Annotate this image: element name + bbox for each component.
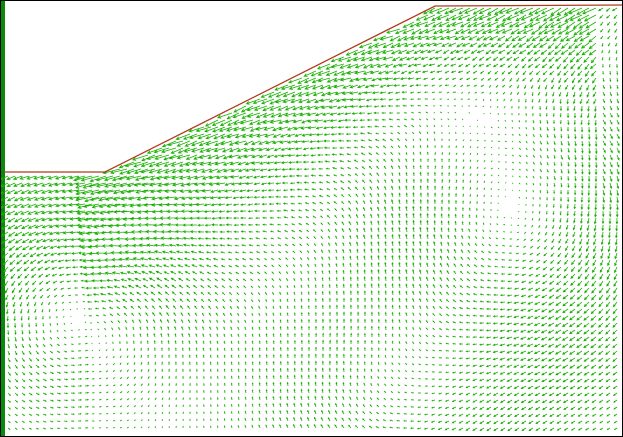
velocity-vectors xyxy=(0,7,620,432)
left-strip xyxy=(0,0,5,437)
slope-surface xyxy=(5,4,623,173)
